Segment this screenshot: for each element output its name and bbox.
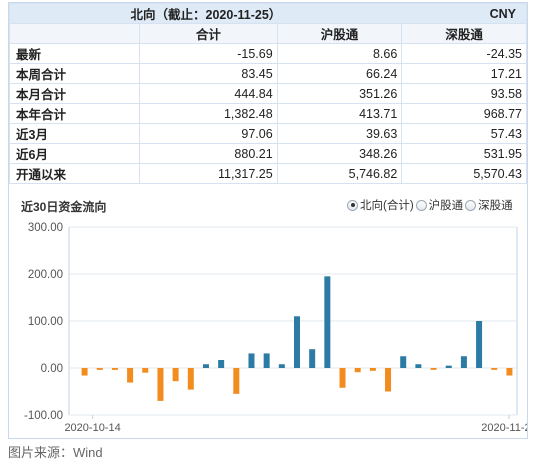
outflow-bar [81,368,88,376]
radio-unselected-icon[interactable] [415,199,427,211]
cell-total: 83.45 [139,63,278,84]
column-header-total: 合计 [139,23,278,44]
row-label: 近6月 [9,143,140,164]
inflow-bar [278,364,285,368]
series-radio-group[interactable]: 北向(合计) 沪股通 深股通 [347,197,515,213]
inflow-bar [415,364,422,368]
column-header-row: 合计 沪股通 深股通 [9,23,527,44]
cell-shanghai: 66.24 [276,63,403,84]
northbound-flow-table: 北向（截止：2020-11-25） CNY 合计 沪股通 深股通 最新 -15.… [8,3,527,184]
y-tick-label: 100.00 [28,316,63,328]
row-label: 本年合计 [9,103,140,124]
x-tick-label-start: 2020-10-14 [64,422,120,434]
outflow-bar [354,368,361,373]
outflow-bar [172,368,179,382]
row-label: 最新 [9,43,140,64]
outflow-bar [369,368,376,371]
table-row: 最新 -15.69 8.66 -24.35 [9,43,527,64]
outflow-bar [157,368,164,401]
column-header-empty [9,23,140,44]
cell-shenzhen: -24.35 [401,43,527,64]
inflow-bar [263,353,270,368]
table-row: 本月合计 444.84 351.26 93.58 [9,83,527,104]
outflow-bar [506,368,513,376]
outflow-bar [430,368,437,370]
cell-total: 1,382.48 [139,103,278,124]
cell-shenzhen: 93.58 [401,83,527,104]
column-header-shenzhen-connect: 深股通 [401,23,527,44]
inflow-bar [324,276,331,368]
table-row: 近6月 880.21 348.26 531.95 [9,143,527,164]
currency-label: CNY [401,3,527,24]
cell-shanghai: 348.26 [276,143,403,164]
radio-unselected-icon[interactable] [465,199,477,211]
outflow-bar [233,368,240,394]
cell-shanghai: 8.66 [276,43,403,64]
y-tick-label: -100.00 [24,410,63,422]
cell-shenzhen: 531.95 [401,143,527,164]
cell-shenzhen: 57.43 [401,123,527,144]
radio-label: 沪股通 [428,200,464,212]
inflow-bar [445,365,452,368]
row-label: 开通以来 [9,163,140,184]
outflow-bar [142,368,149,373]
outflow-bar [187,368,194,390]
row-label: 本周合计 [9,63,140,84]
image-source-caption: 图片来源：Wind [8,445,103,460]
radio-northbound-total[interactable]: 北向(合计) [347,197,414,213]
chart-title: 近30日资金流向 [21,200,107,214]
outflow-bar [339,368,346,388]
row-label: 近3月 [9,123,140,144]
inflow-bar [476,321,483,368]
table-row: 近3月 97.06 39.63 57.43 [9,123,527,144]
inflow-bar [309,349,316,368]
radio-shenzhen-connect[interactable]: 深股通 [465,197,513,213]
column-header-shanghai-connect: 沪股通 [276,23,403,44]
cell-shanghai: 5,746.82 [276,163,403,184]
cell-shanghai: 351.26 [276,83,403,104]
y-tick-label: 200.00 [28,269,63,281]
northbound-panel: 北向（截止：2020-11-25） CNY 合计 沪股通 深股通 最新 -15.… [8,2,528,439]
cell-total: 11,317.25 [139,163,278,184]
cell-total: 880.21 [139,143,278,164]
y-tick-label: 0.00 [41,363,63,375]
table-row: 开通以来 11,317.25 5,746.82 5,570.43 [9,163,527,184]
row-label: 本月合计 [9,83,140,104]
radio-label: 北向(合计) [360,200,414,212]
outflow-bar [491,368,498,370]
cell-shanghai: 39.63 [276,123,403,144]
cell-total: -15.69 [139,43,278,64]
radio-shanghai-connect[interactable]: 沪股通 [415,197,464,213]
inflow-bar [202,364,209,368]
inflow-bar [460,356,467,368]
table-row: 本周合计 83.45 66.24 17.21 [9,63,527,84]
outflow-bar [96,368,103,370]
cell-shenzhen: 17.21 [401,63,527,84]
y-tick-label: 300.00 [28,222,63,234]
inflow-bar [294,316,300,368]
outflow-bar [111,368,118,370]
table-header-row: 北向（截止：2020-11-25） CNY [8,3,527,24]
outflow-bar [385,368,392,392]
radio-selected-icon[interactable] [347,199,358,211]
cell-shenzhen: 5,570.43 [401,163,527,184]
x-tick-label-end: 2020-11-25 [481,422,527,434]
inflow-bar [400,356,407,368]
cell-shanghai: 413.71 [276,103,403,124]
cell-total: 97.06 [139,123,278,144]
table-row: 本年合计 1,382.48 413.71 968.77 [9,103,527,124]
outflow-bar [127,368,134,383]
radio-label: 深股通 [478,200,513,212]
cell-total: 444.84 [139,83,278,104]
inflow-bar [248,353,255,368]
cell-shenzhen: 968.77 [401,103,527,124]
table-title: 北向（截止：2020-11-25） [8,3,402,24]
inflow-bar [218,360,225,368]
